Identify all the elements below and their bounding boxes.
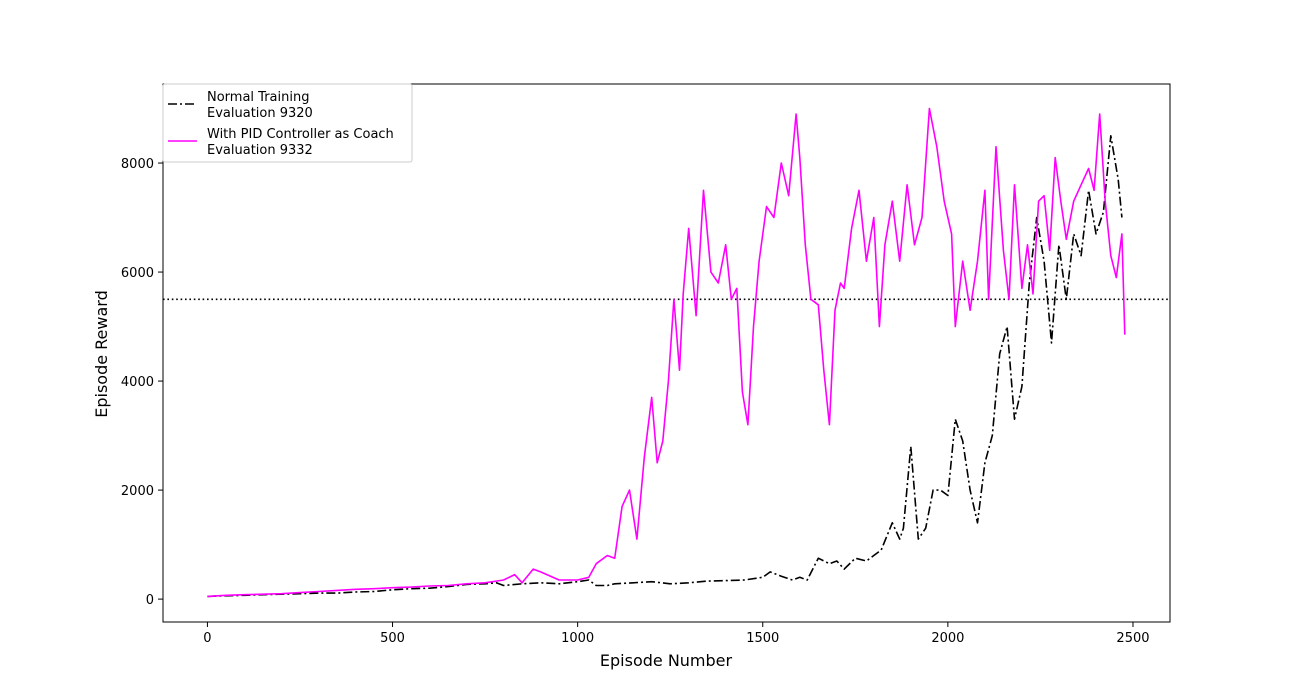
y-tick-label: 2000 [121, 484, 154, 499]
y-tick-label: 0 [146, 593, 154, 608]
plot-frame [162, 83, 1171, 623]
legend-box [162, 83, 413, 163]
legend-label-pid-coach: With PID Controller as Coach Evaluation 9… [207, 127, 394, 158]
x-tick-label: 2500 [1116, 631, 1149, 646]
y-axis-label: Episode Reward [92, 290, 111, 418]
x-tick-label: 500 [380, 631, 405, 646]
legend-label-normal-training: Normal Training Evaluation 9320 [207, 90, 313, 121]
x-axis-ticks: 0 500 1000 1500 2000 2500 [203, 622, 1150, 646]
legend: Normal Training Evaluation 9320 With PID … [162, 83, 413, 163]
x-tick-label: 1500 [746, 631, 779, 646]
y-axis-ticks: 0 2000 4000 6000 8000 [121, 157, 163, 608]
y-tick-label: 4000 [121, 375, 154, 390]
series-line-normal-training [207, 135, 1123, 598]
x-tick-label: 0 [203, 631, 211, 646]
series-line-pid-coach [207, 107, 1126, 598]
x-tick-label: 1000 [561, 631, 594, 646]
series-layer [207, 107, 1126, 598]
x-axis-label: Episode Number [600, 651, 733, 670]
y-tick-label: 8000 [121, 157, 154, 172]
x-tick-label: 2000 [931, 631, 964, 646]
y-tick-label: 6000 [121, 266, 154, 281]
